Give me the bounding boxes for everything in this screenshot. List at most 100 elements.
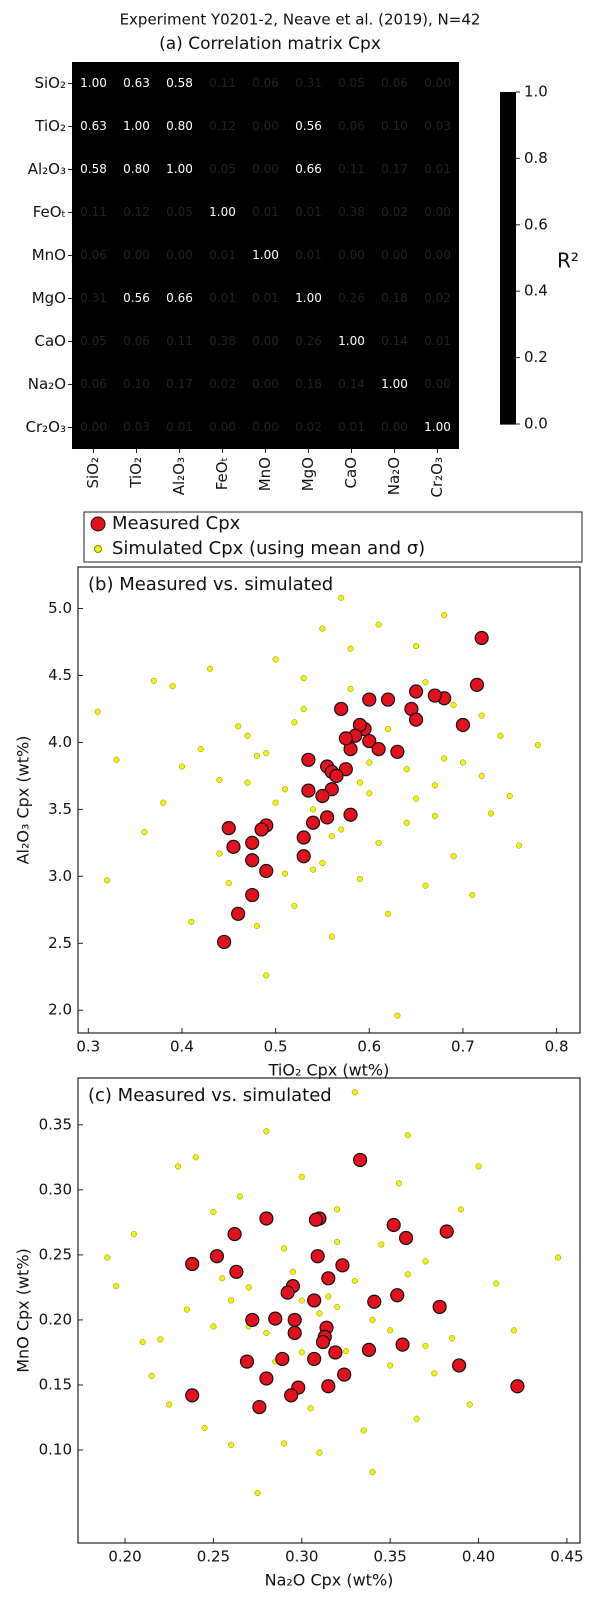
heatmap-cell (287, 191, 330, 234)
heatmap-cell (330, 105, 373, 148)
heatmap-cell (72, 105, 115, 148)
x-tick-label: 0.3 (76, 1038, 100, 1056)
measured-point (301, 783, 316, 798)
row-label: CaO (35, 332, 66, 350)
colorbar-step (500, 314, 516, 319)
measured-point (315, 788, 330, 804)
heatmap-cell (244, 277, 287, 320)
heatmap-cell (115, 234, 158, 277)
colorbar-tick-label: 0.4 (524, 282, 548, 300)
heatmap-cell (72, 234, 115, 277)
heatmap-cell (373, 191, 416, 234)
measured-point (229, 1264, 244, 1279)
cell-label: 0.00 (252, 377, 279, 391)
y-tick-label: 2.0 (48, 1001, 72, 1019)
measured-point (226, 839, 241, 854)
cell-label: 0.11 (209, 76, 236, 90)
simulated-point (506, 792, 513, 800)
simulated-point (487, 810, 495, 817)
measured-point (245, 835, 260, 850)
measured-point (221, 821, 236, 836)
cell-label: 0.00 (252, 420, 279, 434)
measured-point (451, 1358, 467, 1373)
heatmap-cell (416, 191, 459, 234)
colorbar-step (500, 111, 516, 116)
measured-point (284, 1388, 299, 1403)
measured-point (337, 1367, 352, 1382)
measured-point (361, 1342, 377, 1357)
colorbar-step (500, 407, 516, 412)
colorbar-step (500, 248, 516, 252)
simulated-point (281, 786, 289, 793)
simulated-point (235, 723, 242, 730)
colorbar-step (500, 131, 516, 136)
measured-point (185, 1388, 200, 1403)
heatmap-cell (416, 277, 459, 320)
measured-point (307, 1351, 322, 1367)
cell-label: 0.00 (381, 420, 408, 434)
cell-label: 0.05 (80, 334, 107, 348)
heatmap-cell (416, 105, 459, 148)
cell-label: 0.00 (166, 248, 193, 262)
cell-label: 0.10 (381, 119, 408, 133)
cell-label: 1.00 (123, 119, 150, 133)
y-tick-label: 0.35 (39, 1115, 72, 1133)
colorbar-step (500, 168, 516, 173)
row-label: FeOₜ (33, 203, 66, 221)
measured-point (287, 1325, 302, 1341)
measured-point (409, 684, 424, 699)
cell-label: 0.12 (123, 205, 150, 219)
simulated-point (475, 1163, 482, 1170)
measured-point (380, 692, 396, 707)
colorbar-step (500, 294, 516, 299)
measured-point (386, 1217, 401, 1233)
simulated-point (216, 850, 223, 857)
colorbar-step (500, 254, 516, 259)
measured-point (329, 768, 344, 783)
measured-point (287, 1312, 302, 1328)
simulated-point (413, 1415, 420, 1422)
measured-point (259, 1371, 274, 1386)
colorbar-step (500, 347, 516, 352)
simulated-point (263, 1128, 270, 1135)
heatmap-cell (72, 62, 115, 105)
cell-label: 0.31 (80, 291, 107, 305)
simulated-point (281, 870, 289, 877)
colorbar-step (500, 214, 516, 219)
simulated-point (422, 1342, 429, 1349)
cell-label: 0.00 (424, 377, 451, 391)
heatmap-cell (158, 363, 201, 406)
measured-point (239, 1354, 255, 1369)
measured-point (432, 1299, 447, 1315)
cell-label: 1.00 (338, 334, 365, 348)
cell-label: 0.06 (80, 377, 107, 391)
simulated-point (316, 1310, 323, 1317)
column-label: TiO₂ (127, 457, 145, 489)
heatmap-cell (158, 277, 201, 320)
colorbar-tick-label: 1.0 (524, 83, 548, 101)
row-label: Cr₂O₃ (26, 418, 66, 436)
measured-point (296, 830, 311, 845)
colorbar-step (500, 397, 516, 402)
colorbar-step (500, 234, 516, 239)
cell-label: 0.18 (295, 377, 322, 391)
cell-label: 0.63 (80, 119, 107, 133)
measured-point (227, 1226, 242, 1242)
heatmap-cell (115, 406, 158, 449)
measured-point (334, 701, 349, 717)
heatmap-cell (115, 62, 158, 105)
y-tick-label: 3.0 (48, 867, 72, 885)
measured-point (315, 1334, 331, 1350)
y-tick-label: 5.0 (48, 599, 72, 617)
cell-label: 0.14 (338, 377, 365, 391)
x-tick-label: 0.25 (197, 1548, 230, 1566)
cell-label: 0.02 (424, 291, 451, 305)
heatmap-cell (115, 277, 158, 320)
heatmap-cell (330, 277, 373, 320)
colorbar-step (500, 364, 516, 369)
simulated-point (404, 1271, 411, 1278)
simulated-point (387, 1362, 394, 1369)
simulated-point (103, 877, 111, 884)
cell-label: 1.00 (209, 205, 236, 219)
cell-label: 0.05 (338, 76, 365, 90)
